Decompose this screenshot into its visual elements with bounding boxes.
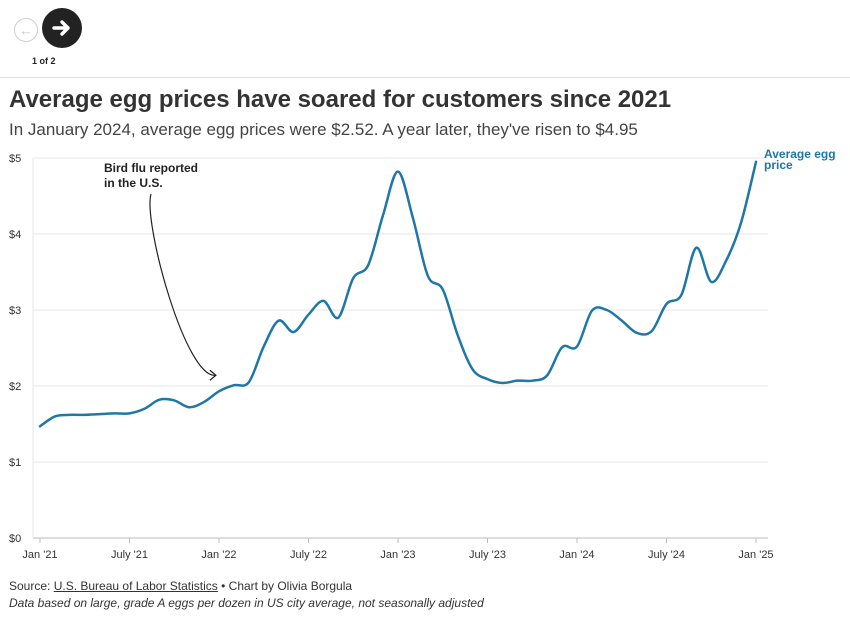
y-tick-label: $3 <box>9 305 21 317</box>
y-tick-label: $2 <box>9 381 21 393</box>
annotation-arrow <box>149 193 217 376</box>
previous-button[interactable]: ← <box>14 18 38 42</box>
chart-subtitle: In January 2024, average egg prices were… <box>9 120 638 139</box>
y-tick-label: $4 <box>9 229 21 241</box>
x-axis-ticks: Jan '21 July '21 Jan '22 July '22 Jan '23 Jul… <box>22 538 774 561</box>
x-tick-label: Jan '23 <box>380 549 415 561</box>
arrow-right-icon <box>52 20 70 36</box>
annotation-arrowhead <box>209 369 217 381</box>
source-link[interactable]: U.S. Bureau of Labor Statistics <box>53 579 218 593</box>
arrow-left-icon: ← <box>19 22 33 38</box>
x-tick-label: Jan '22 <box>201 549 236 561</box>
egg-price-line-chart: $0 $1 $2 $3 $4 $5 Jan '21 July '21 Jan '22 July … <box>9 147 836 561</box>
series-label: Average egg price <box>764 147 836 172</box>
next-button[interactable] <box>42 8 82 48</box>
slide-navigation: ← 1 of 2 <box>12 8 92 70</box>
x-tick-label: July '21 <box>111 549 148 561</box>
chart-title: Average egg prices have soared for custo… <box>9 86 672 113</box>
y-tick-label: $5 <box>9 153 21 165</box>
source-prefix: Source: <box>9 579 54 593</box>
annotation-text: Bird flu reported in the U.S. <box>104 161 198 190</box>
source-suffix: • Chart by Olivia Borgula <box>217 579 353 593</box>
series-layer: Average egg price <box>38 147 836 428</box>
x-tick-label: July '23 <box>469 549 506 561</box>
y-tick-label: $0 <box>9 533 21 545</box>
slide-counter: 1 of 2 <box>32 56 56 66</box>
x-tick-label: July '22 <box>290 549 327 561</box>
x-tick-label: July '24 <box>648 549 685 561</box>
data-note: Data based on large, grade A eggs per do… <box>9 596 484 610</box>
gridlines <box>32 157 768 539</box>
y-axis-ticks: $0 $1 $2 $3 $4 $5 <box>9 153 21 545</box>
x-tick-label: Jan '25 <box>738 549 773 561</box>
x-tick-label: Jan '24 <box>559 549 594 561</box>
annotations: Bird flu reported in the U.S. <box>104 161 217 381</box>
y-tick-label: $1 <box>9 457 21 469</box>
source-line: Source: U.S. Bureau of Labor Statistics … <box>9 579 352 593</box>
series-line <box>38 160 758 428</box>
x-tick-label: Jan '21 <box>22 549 57 561</box>
header-divider <box>0 77 850 78</box>
